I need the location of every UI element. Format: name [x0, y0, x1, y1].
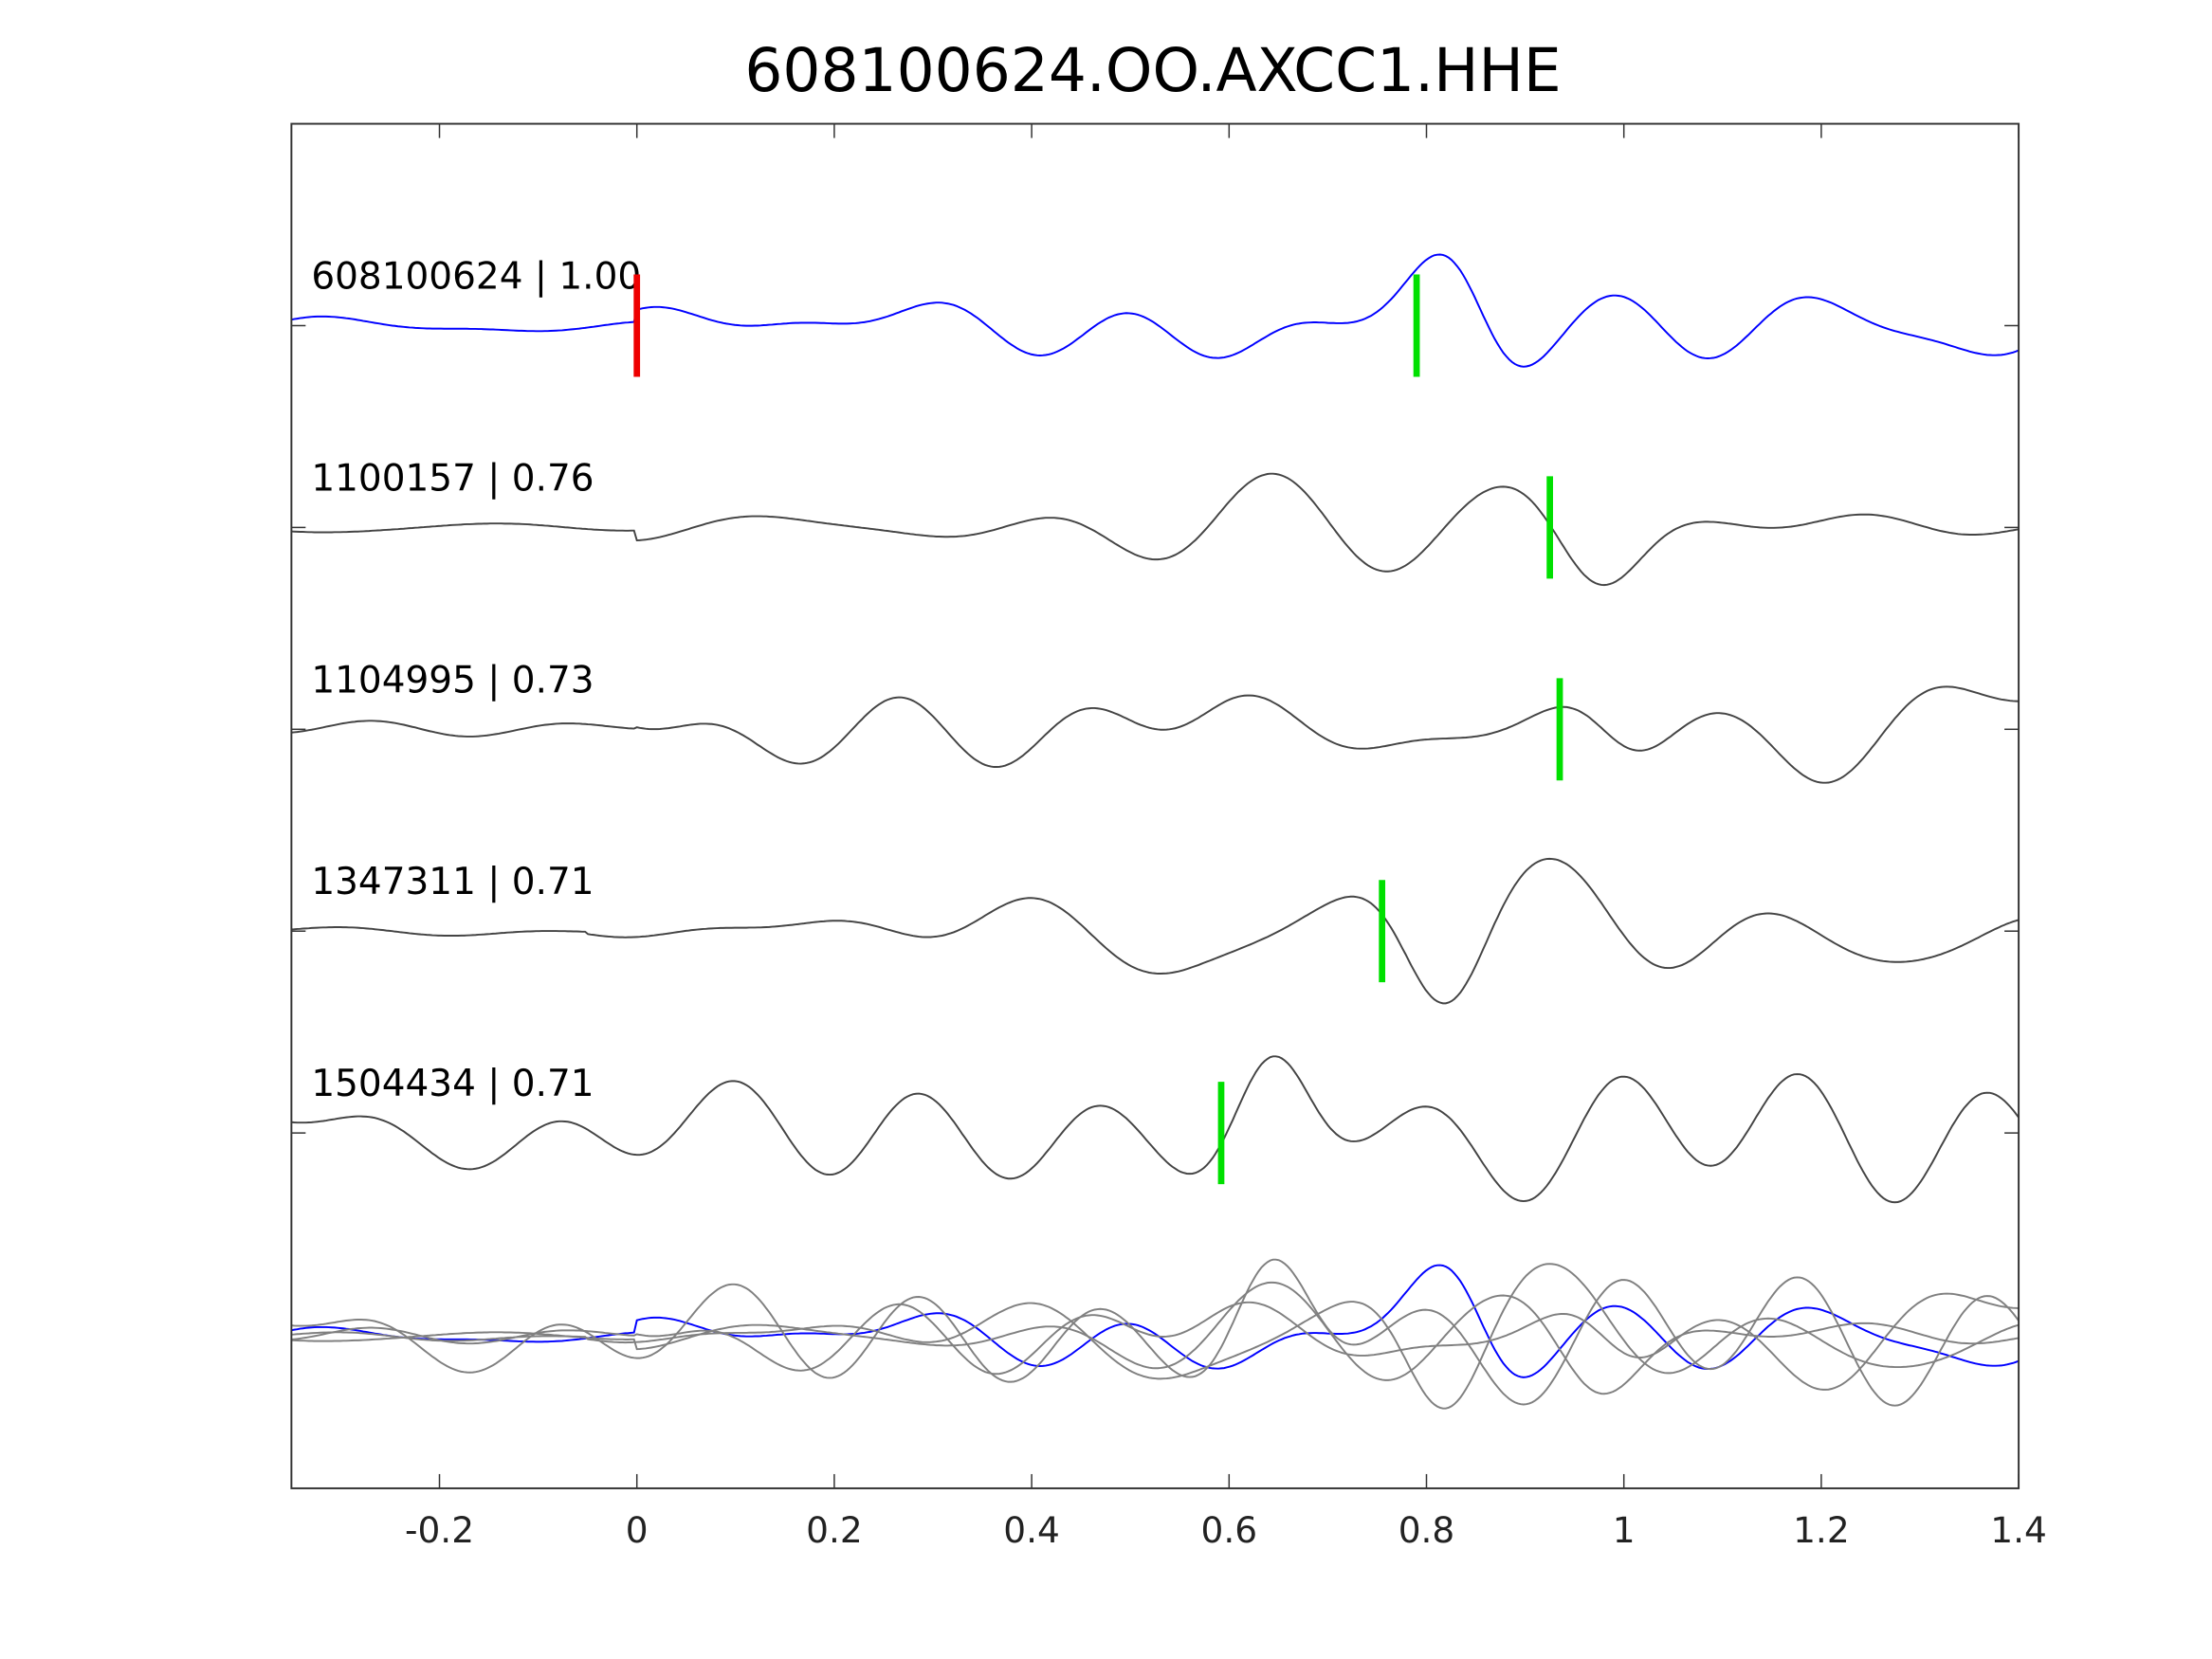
trace-label: 1504434 | 0.71 — [311, 1063, 594, 1105]
plot-frame — [290, 122, 2020, 1489]
x-tick-label: 1.4 — [1990, 1509, 2047, 1551]
trace-label: 1100157 | 0.76 — [311, 457, 594, 500]
stack-trace — [291, 1258, 2020, 1407]
x-tick-label: 0.2 — [806, 1509, 863, 1551]
x-tick-label: 0.4 — [1003, 1509, 1060, 1551]
x-tick-label: 0.6 — [1201, 1509, 1258, 1551]
x-tick-label: 0.8 — [1398, 1509, 1455, 1551]
trace-label: 608100624 | 1.00 — [311, 255, 641, 298]
trace-line — [291, 1055, 2020, 1204]
trace-line — [291, 685, 2020, 784]
trace-line — [291, 253, 2020, 368]
chart-title: 608100624.OO.AXCC1.HHE — [744, 36, 1561, 105]
traces-layer: 608100624 | 1.00 1100157 | 0.76 1104995 | … — [291, 253, 2020, 1410]
x-tick-label: -0.2 — [405, 1509, 474, 1551]
x-tick-label: 0 — [626, 1509, 649, 1551]
x-tick-label: 1 — [1613, 1509, 1636, 1551]
stack-trace — [291, 1264, 2020, 1378]
stack-trace — [291, 1263, 2020, 1410]
trace-label: 1104995 | 0.73 — [311, 659, 594, 702]
stack-trace — [291, 1292, 2020, 1391]
stack-trace — [291, 1281, 2020, 1395]
trace-line — [291, 857, 2020, 1005]
x-tick-label: 1.2 — [1793, 1509, 1850, 1551]
trace-label: 1347311 | 0.71 — [311, 861, 594, 903]
trace-line — [291, 472, 2020, 587]
axis-ticks: -0.2 0 0.2 0.4 0.6 0.8 1 1.2 1.4 — [291, 123, 2047, 1551]
